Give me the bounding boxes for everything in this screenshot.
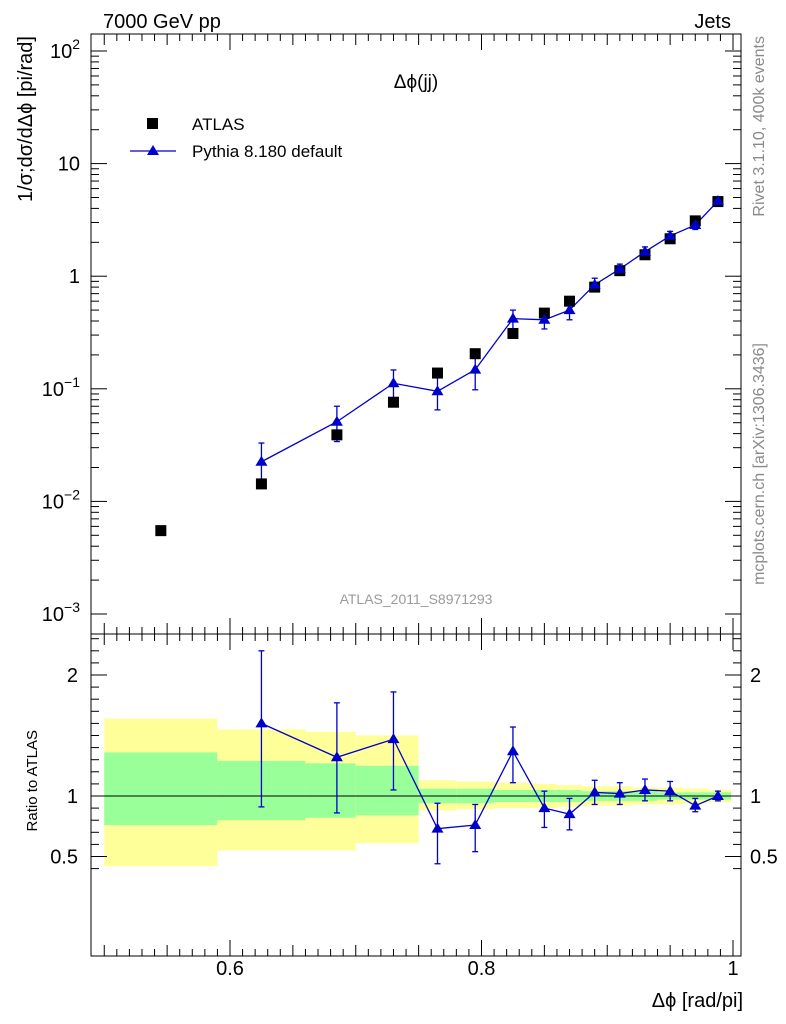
ratio-y-tick-label-right: 2 [750, 665, 761, 687]
pythia-data-point [538, 313, 551, 324]
ratio-data-point [387, 733, 400, 744]
legend-pythia-marker [147, 145, 159, 155]
ratio-band-inner [104, 752, 218, 826]
ratio-data-point [664, 785, 677, 796]
legend-atlas-marker [147, 118, 158, 129]
ratio-data-point [330, 751, 343, 762]
atlas-data-point [507, 327, 519, 339]
main-y-tick-label: 10 [58, 154, 80, 176]
pythia-data-point [588, 278, 601, 289]
ratio-data-point [689, 799, 702, 810]
ratio-y-tick-label-right: 0.5 [750, 847, 778, 869]
atlas-data-point [469, 348, 481, 360]
ratio-data-point [588, 786, 601, 797]
ratio-data-layer [255, 650, 724, 865]
pythia-data-point [387, 377, 400, 388]
pythia-data-point [563, 304, 576, 315]
x-tick-label: 1 [727, 958, 738, 980]
main-y-tick-label: 10−3 [42, 599, 80, 626]
pythia-data-point [638, 245, 651, 256]
y-axis-label-ratio: Ratio to ATLAS [24, 730, 41, 831]
main-axis-ticks: 102 10 1 10−1 10−2 10−3 [42, 34, 741, 634]
ratio-series-line [261, 722, 719, 830]
pythia-data-point [689, 218, 702, 229]
ratio-y-tick-label-right: 1 [750, 786, 761, 808]
pythia-data-point [613, 262, 626, 273]
main-y-tick-label: 1 [69, 266, 80, 288]
ratio-data-point [711, 790, 724, 800]
x-tick-label: 0.8 [468, 958, 496, 980]
ratio-data-point [563, 808, 576, 819]
pythia-data-point [255, 455, 268, 466]
ratio-y-tick-label-left: 0.5 [50, 847, 78, 869]
header-left-label: 7000 GeV pp [103, 11, 221, 33]
x-axis-label: Δϕ [rad/pi] [652, 990, 743, 1012]
ratio-data-point [538, 802, 551, 813]
pythia-data-point [664, 229, 677, 240]
main-y-tick-label: 10−2 [42, 486, 80, 513]
legend-atlas-label: ATLAS [192, 115, 245, 134]
ratio-band-inner [355, 765, 419, 816]
ratio-plot-frame [90, 633, 742, 957]
ratio-data-point [431, 822, 444, 833]
side-label-upper: Rivet 3.1.10, 400k events [751, 36, 768, 217]
ratio-y-tick-label-left: 1 [67, 786, 78, 808]
ratio-data-point [613, 787, 626, 798]
pythia-data-point [506, 312, 519, 323]
side-label-lower: mcplots.cern.ch [arXiv:1306.3436] [751, 343, 768, 585]
y-axis-label-main: 1/σ;dσ/dΔϕ [pi/rad] [15, 36, 37, 202]
main-y-tick-label: 10−1 [42, 374, 80, 401]
pythia-data-point [469, 363, 482, 374]
pythia-series-line [261, 200, 719, 463]
pythia-data-point [711, 195, 724, 206]
atlas-data-point [331, 429, 343, 441]
ratio-data-point [469, 819, 482, 830]
pythia-data-point [431, 385, 444, 396]
main-plot-frame [90, 33, 742, 635]
atlas-data-point [538, 307, 550, 319]
atlas-data-point [387, 396, 399, 408]
x-tick-label: 0.6 [216, 958, 244, 980]
header-right-label: Jets [694, 11, 731, 33]
atlas-data-point [255, 478, 267, 490]
ratio-y-tick-label-left: 2 [67, 665, 78, 687]
ratio-bands [104, 718, 731, 867]
atlas-data-point [431, 367, 443, 379]
legend-pythia-label: Pythia 8.180 default [192, 142, 343, 161]
ratio-data-point [506, 745, 519, 756]
ratio-band-inner [305, 763, 356, 818]
main-y-tick-label: 102 [50, 36, 80, 63]
ratio-axis-ticks: 0.6 0.8 1 0.5 0.5 1 1 2 2 [50, 634, 778, 980]
atlas-data-point [155, 525, 167, 537]
analysis-tag: ATLAS_2011_S8971293 [340, 591, 493, 607]
pythia-data-point [330, 415, 343, 426]
main-data-layer [155, 195, 724, 537]
legend: ATLAS Pythia 8.180 default [130, 115, 343, 161]
ratio-data-point [255, 717, 268, 728]
atlas-data-point [564, 295, 576, 307]
ratio-data-point [638, 783, 651, 794]
chart-title: Δϕ(jj) [394, 72, 438, 93]
